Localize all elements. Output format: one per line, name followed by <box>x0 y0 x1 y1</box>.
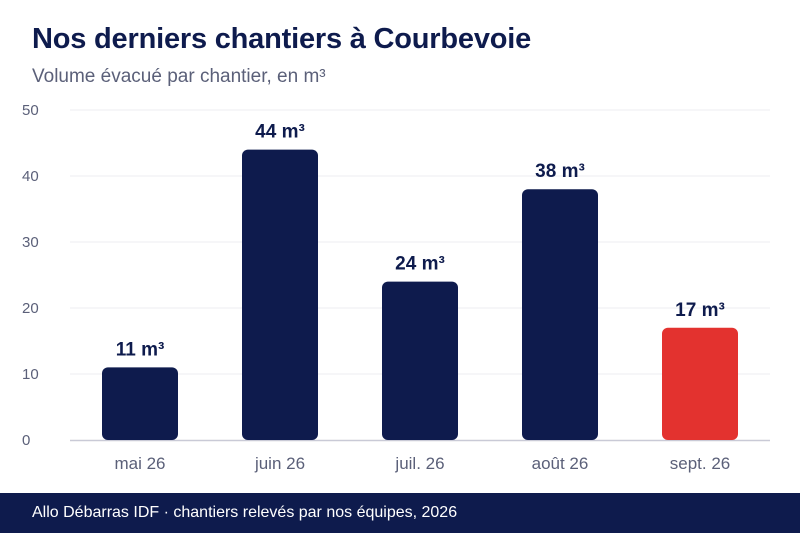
chart-title: Nos derniers chantiers à Courbevoie <box>32 23 532 55</box>
bar-value-label: 38 m³ <box>535 161 585 182</box>
bar <box>382 281 458 440</box>
bar-value-label: 44 m³ <box>255 122 305 143</box>
y-tick-label: 30 <box>22 234 39 251</box>
y-tick-label: 50 <box>22 102 39 119</box>
x-tick-label: sept. 26 <box>670 454 731 473</box>
x-tick-label: juin 26 <box>254 454 305 473</box>
bar-chart: 0 10 20 30 40 50 11 m³ 44 m³ 24 m³ 38 m³ 17 m³ ma… <box>22 102 770 473</box>
y-tick-label: 10 <box>22 366 39 383</box>
bar <box>102 367 178 440</box>
x-tick-label: août 26 <box>532 454 589 473</box>
bar-value-label: 11 m³ <box>116 339 165 360</box>
footer-source: Allo Débarras IDF · chantiers relevés pa… <box>32 504 458 521</box>
y-tick-label: 40 <box>22 168 39 185</box>
bar <box>522 189 598 440</box>
x-tick-label: mai 26 <box>114 454 165 473</box>
x-tick-label: juil. 26 <box>394 454 444 473</box>
bar-value-label: 24 m³ <box>395 254 445 275</box>
bar <box>242 149 318 440</box>
bar-value-label: 17 m³ <box>675 300 725 321</box>
y-tick-label: 0 <box>22 432 30 449</box>
data-labels: 11 m³ 44 m³ 24 m³ 38 m³ 17 m³ <box>116 122 725 361</box>
footer-bar: Allo Débarras IDF · chantiers relevés pa… <box>0 493 800 533</box>
x-axis-ticks: mai 26 juin 26 juil. 26 août 26 sept. 26 <box>114 454 730 473</box>
bar-highlight <box>662 327 738 440</box>
bars <box>102 149 738 440</box>
chart-subtitle: Volume évacué par chantier, en m³ <box>32 66 326 87</box>
y-tick-label: 20 <box>22 300 39 317</box>
y-axis-ticks: 0 10 20 30 40 50 <box>22 102 39 449</box>
